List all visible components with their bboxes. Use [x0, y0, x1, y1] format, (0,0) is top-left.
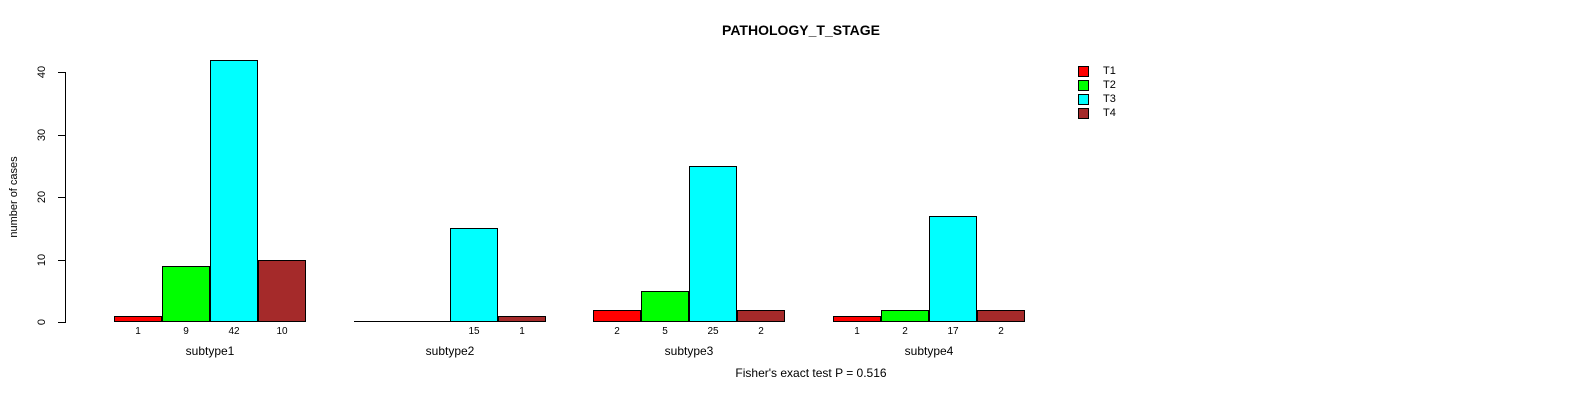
bar-value-label: 10 [276, 326, 288, 337]
chart-title: PATHOLOGY_T_STAGE [722, 22, 880, 38]
y-axis-tick [58, 72, 65, 73]
legend-swatch-T4 [1078, 108, 1089, 120]
bar-subtype2-T2-zero [402, 321, 450, 322]
y-axis-label: number of cases [8, 156, 20, 238]
bar-subtype4-T2 [881, 309, 929, 322]
bar-value-label: 2 [902, 326, 908, 337]
bar-subtype1-T2 [162, 265, 210, 322]
bar-value-label: 2 [614, 326, 620, 337]
bar-subtype2-T1-zero [354, 321, 402, 322]
y-axis-tick [58, 134, 65, 136]
legend-swatch-T3 [1078, 94, 1089, 106]
y-axis-tick-label: 0 [36, 318, 48, 326]
bar-value-label: 1 [854, 326, 860, 337]
bar-value-label: 1 [519, 326, 525, 337]
bar-subtype4-T3 [929, 215, 977, 322]
y-axis-tick [58, 197, 65, 198]
bar-subtype3-T1 [593, 309, 641, 322]
y-axis-tick-label: 10 [36, 253, 48, 266]
legend-label-T3: T3 [1103, 93, 1116, 106]
bar-subtype1-T4 [258, 259, 306, 322]
y-axis-tick-label: 20 [36, 190, 48, 204]
bar-value-label: 1 [135, 326, 141, 337]
bar-subtype2-T3 [450, 228, 498, 322]
bar-subtype2-T4 [498, 315, 546, 322]
bar-value-label: 15 [468, 326, 480, 337]
y-axis-line [65, 72, 66, 323]
bar-subtype4-T1 [833, 315, 881, 322]
y-axis-tick-label: 30 [36, 128, 48, 141]
legend-label-T2: T2 [1103, 78, 1116, 91]
legend-label-T1: T1 [1103, 64, 1116, 77]
x-category-label-subtype4: subtype4 [904, 344, 954, 358]
x-category-label-subtype2: subtype2 [425, 344, 475, 358]
bar-subtype1-T3 [210, 59, 258, 322]
y-axis-tick [58, 259, 65, 261]
y-axis-tick [58, 322, 65, 323]
bar-subtype4-T4 [977, 309, 1025, 322]
bar-value-label: 17 [947, 326, 959, 337]
bar-value-label: 2 [998, 326, 1004, 337]
bar-subtype3-T2 [641, 290, 689, 322]
bar-subtype3-T3 [689, 165, 737, 322]
bar-value-label: 42 [228, 326, 240, 337]
bar-value-label: 25 [707, 326, 719, 337]
bar-subtype1-T1 [114, 315, 162, 322]
bar-value-label: 5 [662, 326, 668, 337]
bar-subtype3-T4 [737, 309, 785, 322]
x-category-label-subtype3: subtype3 [664, 344, 714, 358]
bar-value-label: 2 [758, 326, 764, 337]
x-category-label-subtype1: subtype1 [185, 344, 235, 358]
bar-value-label: 9 [183, 326, 189, 337]
y-axis-tick-label: 40 [36, 65, 48, 79]
legend-swatch-T1 [1078, 65, 1089, 77]
fisher-test-annotation: Fisher's exact test P = 0.516 [735, 366, 887, 380]
legend-label-T4: T4 [1103, 107, 1116, 120]
legend-swatch-T2 [1078, 79, 1089, 91]
